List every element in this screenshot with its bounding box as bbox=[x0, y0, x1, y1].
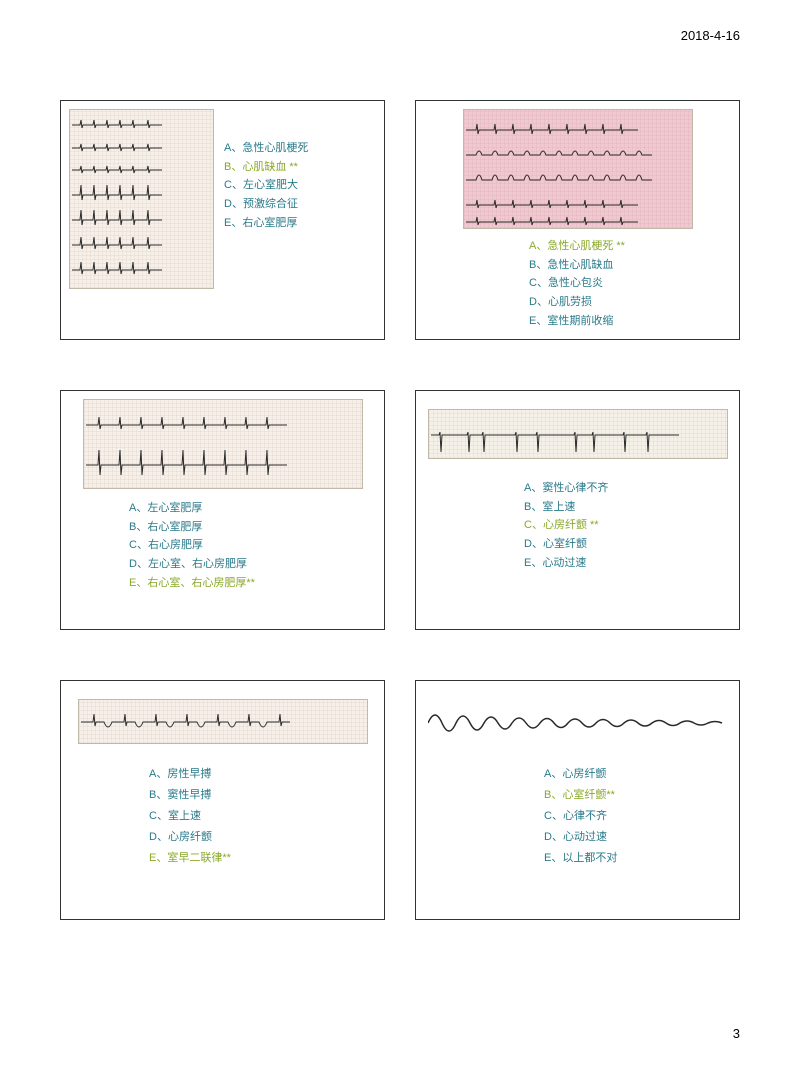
page-number: 3 bbox=[733, 1026, 740, 1041]
option-2e: E、室性期前收缩 bbox=[529, 312, 731, 331]
option-6b: B、心室纤颤** bbox=[544, 785, 731, 806]
ecg-image-5 bbox=[78, 699, 368, 744]
option-1a: A、急性心肌梗死 bbox=[224, 139, 376, 158]
options-list-4: A、窦性心律不齐 B、室上速 C、心房纤颤 ** D、心室纤颤 E、心动过速 bbox=[424, 459, 731, 572]
option-2d: D、心肌劳损 bbox=[529, 293, 731, 312]
options-list-3: A、左心室肥厚 B、右心室肥厚 C、右心房肥厚 D、左心室、右心房肥厚 E、右心… bbox=[69, 489, 376, 592]
option-5c: C、室上速 bbox=[149, 806, 376, 827]
options-list-1: A、急性心肌梗死 B、心肌缺血 ** C、左心室肥大 D、预激综合征 E、右心室… bbox=[224, 109, 376, 232]
header-date: 2018-4-16 bbox=[681, 28, 740, 43]
option-3c: C、右心房肥厚 bbox=[129, 536, 376, 555]
option-5a: A、房性早搏 bbox=[149, 764, 376, 785]
ecg-image-3 bbox=[83, 399, 363, 489]
option-4e: E、心动过速 bbox=[524, 554, 731, 573]
option-6c: C、心律不齐 bbox=[544, 806, 731, 827]
ecg-image-6 bbox=[428, 701, 728, 746]
slide-5: A、房性早搏 B、窦性早搏 C、室上速 D、心房纤颤 E、室早二联律** bbox=[60, 680, 385, 920]
option-1e: E、右心室肥厚 bbox=[224, 214, 376, 233]
slides-grid: A、急性心肌梗死 B、心肌缺血 ** C、左心室肥大 D、预激综合征 E、右心室… bbox=[60, 100, 740, 920]
options-list-5: A、房性早搏 B、窦性早搏 C、室上速 D、心房纤颤 E、室早二联律** bbox=[69, 744, 376, 868]
options-list-6: A、心房纤颤 B、心室纤颤** C、心律不齐 D、心动过速 E、以上都不对 bbox=[424, 746, 731, 868]
slide-6: A、心房纤颤 B、心室纤颤** C、心律不齐 D、心动过速 E、以上都不对 bbox=[415, 680, 740, 920]
options-list-2: A、急性心肌梗死 ** B、急性心肌缺血 C、急性心包炎 D、心肌劳损 E、室性… bbox=[424, 229, 731, 330]
option-4c: C、心房纤颤 ** bbox=[524, 516, 731, 535]
option-6d: D、心动过速 bbox=[544, 827, 731, 848]
option-4a: A、窦性心律不齐 bbox=[524, 479, 731, 498]
option-6e: E、以上都不对 bbox=[544, 848, 731, 869]
option-1b: B、心肌缺血 ** bbox=[224, 158, 376, 177]
ecg-image-2 bbox=[463, 109, 693, 229]
option-5e: E、室早二联律** bbox=[149, 848, 376, 869]
option-5b: B、窦性早搏 bbox=[149, 785, 376, 806]
slide-3: A、左心室肥厚 B、右心室肥厚 C、右心房肥厚 D、左心室、右心房肥厚 E、右心… bbox=[60, 390, 385, 630]
slide-4: A、窦性心律不齐 B、室上速 C、心房纤颤 ** D、心室纤颤 E、心动过速 bbox=[415, 390, 740, 630]
option-3d: D、左心室、右心房肥厚 bbox=[129, 555, 376, 574]
option-3b: B、右心室肥厚 bbox=[129, 518, 376, 537]
option-6a: A、心房纤颤 bbox=[544, 764, 731, 785]
option-5d: D、心房纤颤 bbox=[149, 827, 376, 848]
option-3a: A、左心室肥厚 bbox=[129, 499, 376, 518]
option-1d: D、预激综合征 bbox=[224, 195, 376, 214]
ecg-image-1 bbox=[69, 109, 214, 289]
option-4b: B、室上速 bbox=[524, 498, 731, 517]
ecg-image-4 bbox=[428, 409, 728, 459]
option-2a: A、急性心肌梗死 ** bbox=[529, 237, 731, 256]
slide-2: A、急性心肌梗死 ** B、急性心肌缺血 C、急性心包炎 D、心肌劳损 E、室性… bbox=[415, 100, 740, 340]
slide-1: A、急性心肌梗死 B、心肌缺血 ** C、左心室肥大 D、预激综合征 E、右心室… bbox=[60, 100, 385, 340]
option-3e: E、右心室、右心房肥厚** bbox=[129, 574, 376, 593]
option-2c: C、急性心包炎 bbox=[529, 274, 731, 293]
option-1c: C、左心室肥大 bbox=[224, 176, 376, 195]
option-2b: B、急性心肌缺血 bbox=[529, 256, 731, 275]
option-4d: D、心室纤颤 bbox=[524, 535, 731, 554]
